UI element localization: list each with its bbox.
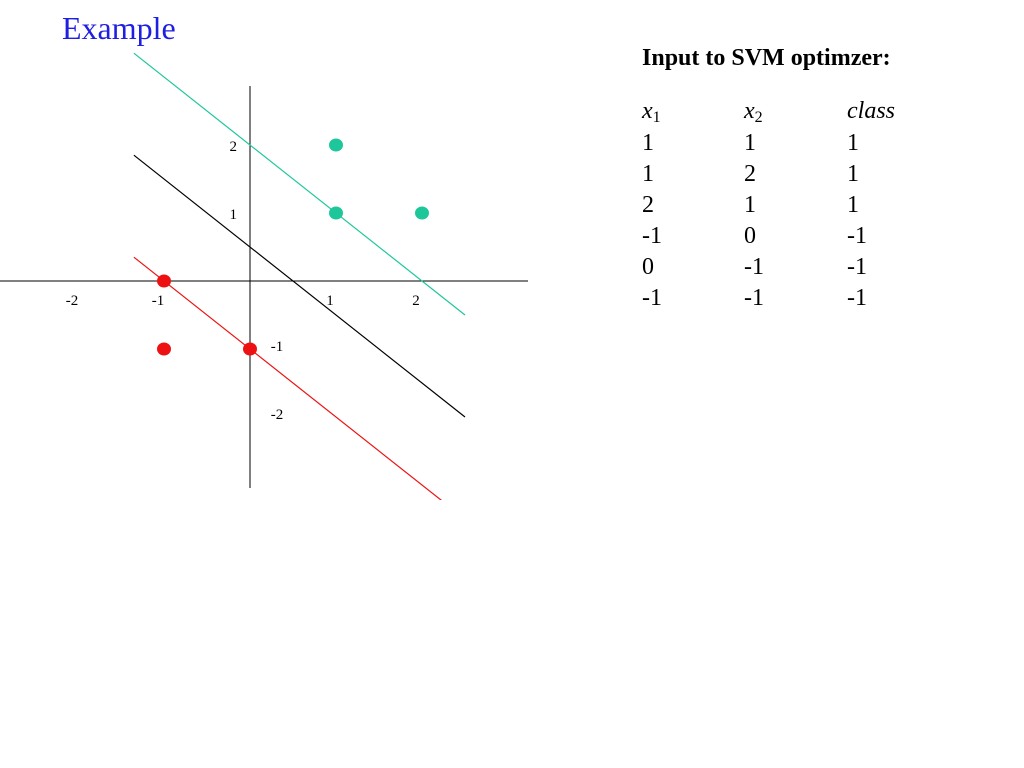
separating-line xyxy=(133,256,442,500)
table-cell: -1 xyxy=(847,223,867,249)
y-tick-labels: 2 1 -1 -2 xyxy=(230,139,284,423)
x-tick-label: -2 xyxy=(66,293,79,309)
separating-line xyxy=(133,52,466,316)
decision-lines xyxy=(133,52,466,500)
table-row: 1 2 1 xyxy=(642,159,927,190)
negative-class-point xyxy=(157,274,171,288)
table-row: -1 -1 -1 xyxy=(642,283,927,314)
table-cell: 0 xyxy=(642,254,654,280)
table-cell: -1 xyxy=(744,254,764,280)
x-tick-label: 2 xyxy=(412,293,420,309)
panel-heading: Input to SVM optimzer: xyxy=(642,45,891,71)
table-cell: 0 xyxy=(744,223,756,249)
separating-line xyxy=(133,154,466,418)
table-cell: 2 xyxy=(642,192,654,218)
table-body: 1 1 1 1 2 1 2 1 1 -1 0 -1 0 -1 -1 -1 -1 -1 xyxy=(642,128,927,314)
table-cell: 1 xyxy=(847,161,859,187)
table-cell: -1 xyxy=(642,285,662,311)
table-row: 2 1 1 xyxy=(642,190,927,221)
slide-title: Example xyxy=(62,10,176,46)
column-header-x2: x2 xyxy=(744,98,763,126)
column-header-x1: x1 xyxy=(642,98,661,126)
table-cell: 1 xyxy=(847,192,859,218)
positive-class-point xyxy=(329,138,343,152)
table-cell: 1 xyxy=(744,130,756,156)
table-row: -1 0 -1 xyxy=(642,221,927,252)
table-cell: 1 xyxy=(642,161,654,187)
positive-class-point xyxy=(329,206,343,220)
x-tick-labels: -2 -1 1 2 xyxy=(66,293,420,309)
axes xyxy=(0,86,528,488)
negative-class-point xyxy=(157,342,171,356)
table-cell: 1 xyxy=(744,192,756,218)
table-header-row: x1 x2 class xyxy=(642,94,927,128)
y-tick-label: -1 xyxy=(271,339,284,355)
table-row: 1 1 1 xyxy=(642,128,927,159)
svm-input-table: x1 x2 class 1 1 1 1 2 1 2 1 1 -1 0 -1 0 -1 -1 -1 -1 -1 xyxy=(642,94,927,314)
y-tick-label: 2 xyxy=(230,139,238,155)
x-tick-label: 1 xyxy=(326,293,334,309)
column-header-class: class xyxy=(847,98,895,124)
y-tick-label: -2 xyxy=(271,407,284,423)
y-tick-label: 1 xyxy=(230,207,238,223)
negative-class-point xyxy=(243,342,257,356)
positive-class-point xyxy=(415,206,429,220)
table-cell: 1 xyxy=(847,130,859,156)
svm-plot: -2 -1 1 2 2 1 -1 -2 xyxy=(0,52,528,500)
table-cell: -1 xyxy=(744,285,764,311)
table-cell: -1 xyxy=(642,223,662,249)
table-cell: -1 xyxy=(847,285,867,311)
table-cell: -1 xyxy=(847,254,867,280)
table-cell: 2 xyxy=(744,161,756,187)
table-cell: 1 xyxy=(642,130,654,156)
table-row: 0 -1 -1 xyxy=(642,252,927,283)
x-tick-label: -1 xyxy=(152,293,165,309)
data-points xyxy=(157,138,429,356)
